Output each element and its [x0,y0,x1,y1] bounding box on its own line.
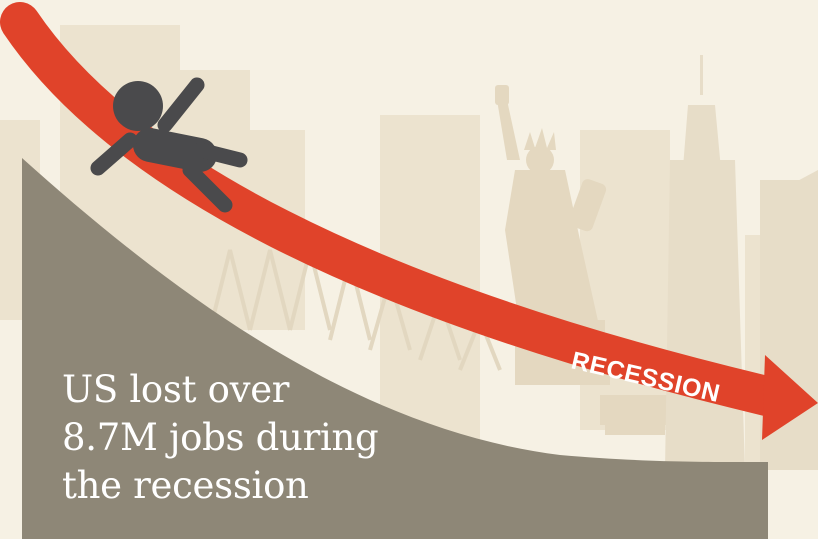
declining-hill [22,158,768,539]
headline-text: US lost over 8.7M jobs during the recess… [62,366,379,510]
falling-person-icon [90,77,248,213]
headline-line-2: 8.7M jobs during [62,416,379,459]
headline-line-1: US lost over [62,368,290,411]
headline-line-3: the recession [62,464,309,507]
